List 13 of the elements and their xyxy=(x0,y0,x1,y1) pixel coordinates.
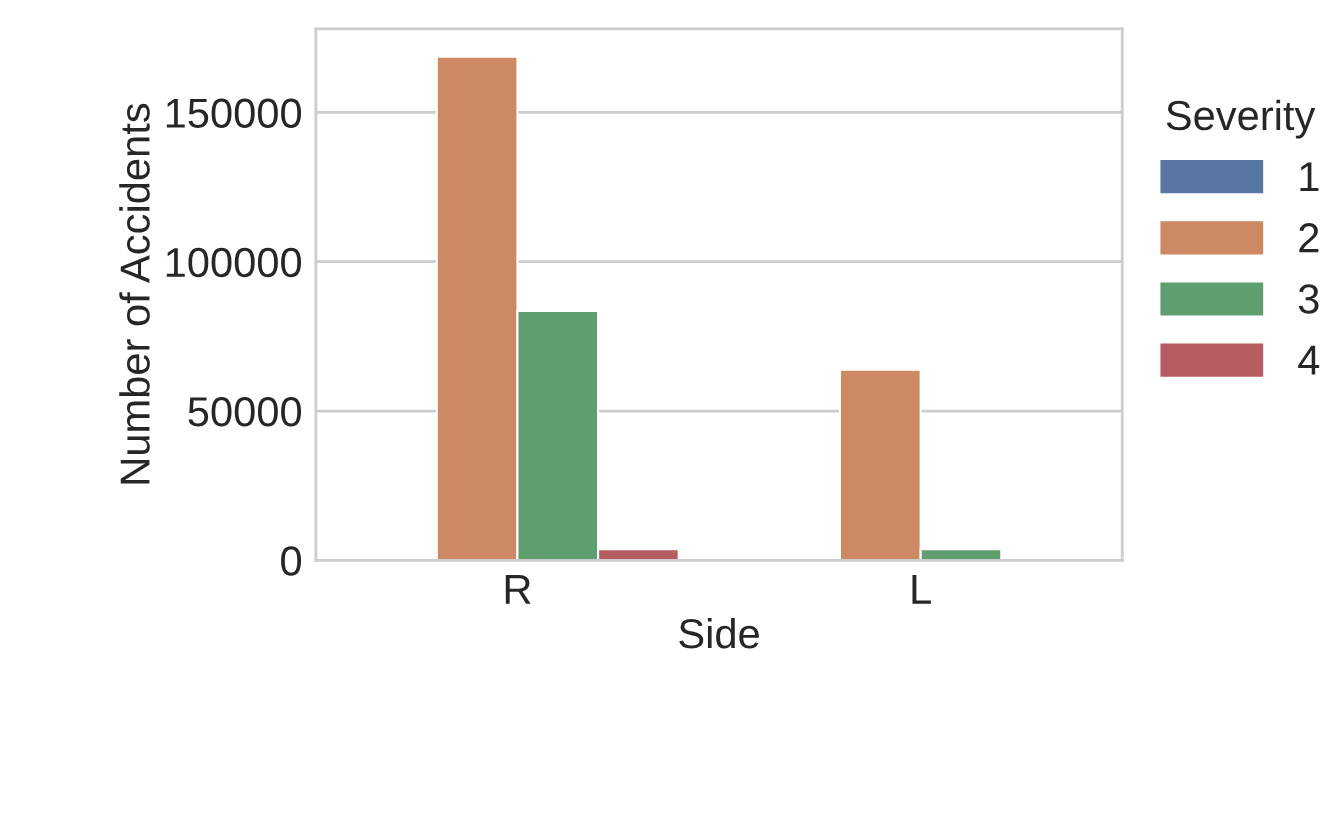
legend-label: 4 xyxy=(1298,345,1320,375)
legend-label: 1 xyxy=(1300,162,1319,192)
x-tick-label: L xyxy=(912,575,931,604)
y-axis-title: Number of Accidents xyxy=(119,103,150,484)
y-tick-label: 150000 xyxy=(166,98,302,128)
x-tick-label: R xyxy=(505,575,531,604)
legend-label: 2 xyxy=(1299,223,1319,253)
legend-title: Severity xyxy=(1166,99,1316,139)
x-axis-title: Side xyxy=(679,617,759,649)
y-tick-label: 0 xyxy=(281,546,302,576)
legend-label: 3 xyxy=(1298,284,1319,314)
y-tick-label: 100000 xyxy=(166,247,302,278)
y-tick-label: 50000 xyxy=(188,397,302,427)
